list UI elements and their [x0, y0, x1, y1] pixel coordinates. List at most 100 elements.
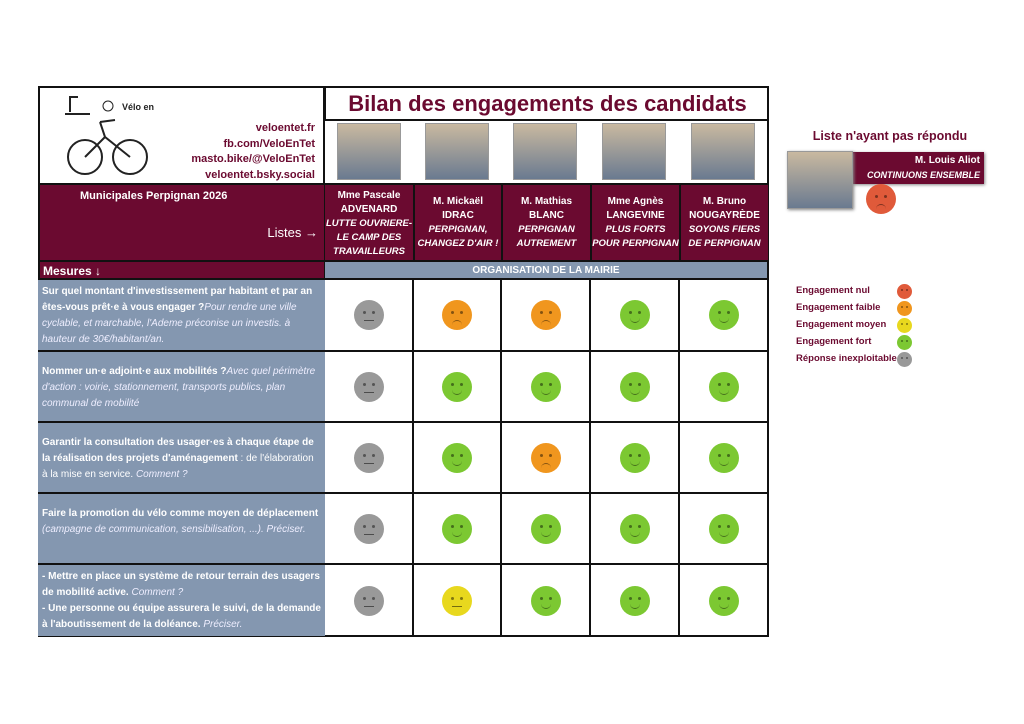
legend-inexploitable-face-icon: [897, 352, 912, 367]
col-divider: [500, 421, 502, 492]
candidate-last-name: IDRAC: [442, 210, 474, 221]
candidate-photo: [337, 123, 401, 180]
candidate-photo: [513, 123, 577, 180]
rating-faible-face-icon: [530, 300, 561, 330]
election-header: Municipales Perpignan 2026 Listes →: [40, 183, 324, 260]
section-header: ORGANISATION DE LA MAIRIE: [325, 260, 767, 278]
rating-fort-face-icon: [530, 371, 561, 402]
non-respondent-name: M. Louis Aliot: [914, 155, 980, 166]
rating-inexploitable-face-icon: [354, 513, 384, 544]
link-bluesky[interactable]: veloentet.bsky.social: [205, 168, 315, 181]
legend-moyen-face-icon: [897, 318, 912, 333]
social-links: veloentet.fr fb.com/VeloEnTet masto.bike…: [150, 121, 315, 183]
candidate-first-name: Mme Agnès: [607, 196, 664, 207]
row-divider: [325, 278, 768, 280]
measure-note: Comment ?: [131, 587, 184, 598]
candidate-last-name: ADVENARD: [340, 204, 398, 215]
row-divider: [325, 563, 768, 565]
rating-inexploitable-face-icon: [354, 585, 384, 616]
measure-question: Nommer un·e adjoint·e aux mobilités ?: [42, 366, 227, 377]
cyclist-logo-icon: Vélo en Têt: [65, 96, 170, 175]
rating-fort-face-icon: [530, 585, 561, 616]
legend-label: Engagement moyen: [796, 319, 887, 330]
candidate-list-name: PERPIGNAN AUTREMENT: [516, 224, 577, 249]
rating-fort-face-icon: [530, 513, 561, 544]
col-divider: [500, 350, 502, 421]
candidate-header: M. Mathias BLANC PERPIGNAN AUTREMENT: [501, 183, 590, 260]
rating-fort-face-icon: [708, 442, 739, 473]
measure-question: Sur quel montant d'investissement par ha…: [42, 286, 313, 313]
col-divider: [589, 278, 591, 350]
col-divider: [412, 421, 414, 492]
measure-row: Faire la promotion du vélo comme moyen d…: [38, 492, 325, 563]
col-divider: [589, 492, 591, 563]
legend-faible-face-icon: [897, 301, 912, 316]
measure-note: Avec quel périmètre d'action : voirie, s…: [42, 366, 316, 409]
mesures-label: Mesures ↓: [40, 260, 324, 278]
col-divider: [678, 278, 680, 350]
measure-row: - Mettre en place un système de retour t…: [38, 563, 325, 636]
candidate-last-name: NOUGAYRÈDE: [689, 210, 760, 221]
rating-moyen-face-icon: [442, 585, 472, 616]
legend-label: Réponse inexploitable: [796, 353, 897, 364]
svg-text:Vélo en Têt: Vélo en Têt: [122, 102, 155, 112]
legend-fort-face-icon: [897, 335, 912, 350]
measure-row: Sur quel montant d'investissement par ha…: [38, 278, 325, 350]
candidate-list-name: PLUS FORTS POUR PERPIGNAN: [592, 224, 679, 249]
rating-fort-face-icon: [708, 513, 739, 544]
rating-fort-face-icon: [619, 371, 650, 402]
measure-note: Comment ?: [135, 469, 188, 480]
row-divider: [325, 492, 768, 494]
measure-question: Garantir la consultation des usager·es à…: [42, 437, 314, 464]
rating-inexploitable-face-icon: [354, 442, 384, 473]
legend-label: Engagement fort: [796, 336, 872, 347]
col-divider: [589, 350, 591, 421]
col-divider: [678, 563, 680, 636]
measure-question: - Mettre en place un système de retour t…: [42, 571, 320, 598]
link-website[interactable]: veloentet.fr: [255, 122, 315, 134]
candidate-header: M. Bruno NOUGAYRÈDE SOYONS FIERS DE PERP…: [679, 183, 768, 260]
legend-label: Engagement nul: [796, 285, 870, 296]
col-divider: [500, 278, 502, 350]
row-divider: [325, 421, 768, 423]
col-divider: [589, 421, 591, 492]
candidate-header: Mme Agnès LANGEVINE PLUS FORTS POUR PERP…: [590, 183, 679, 260]
col-divider: [500, 492, 502, 563]
measure-row: Nommer un·e adjoint·e aux mobilités ?Ave…: [38, 350, 325, 421]
col-divider: [412, 492, 414, 563]
measure-question: Faire la promotion du vélo comme moyen d…: [42, 508, 319, 519]
candidate-last-name: LANGEVINE: [606, 210, 665, 221]
measure-note-2: Préciser.: [203, 619, 243, 630]
rating-fort-face-icon: [619, 585, 650, 616]
non-respondent-heading: Liste n'ayant pas répondu: [812, 129, 968, 143]
candidate-first-name: Mme Pascale: [337, 190, 401, 201]
page-title: Bilan des engagements des candidats: [324, 86, 769, 121]
candidate-list-name: PERPIGNAN, CHANGEZ D'AIR !: [417, 224, 499, 249]
rating-fort-face-icon: [442, 513, 472, 544]
link-facebook[interactable]: fb.com/VeloEnTet: [223, 137, 315, 150]
link-mastodon[interactable]: masto.bike/@VeloEnTet: [191, 153, 315, 165]
candidate-header: Mme Pascale ADVENARD LUTTE OUVRIERE- LE …: [325, 183, 413, 260]
col-divider: [412, 563, 414, 636]
candidate-first-name: M. Mathias: [520, 196, 573, 207]
measure-text: : de l'élaboration à la mise en service.: [42, 453, 314, 480]
rating-fort-face-icon: [708, 585, 739, 616]
measure-note: (campagne de communication, sensibilisat…: [42, 524, 306, 535]
rating-inexploitable-face-icon: [354, 371, 384, 402]
candidate-first-name: M. Mickaël: [432, 196, 484, 207]
candidate-photo: [425, 123, 489, 180]
legend-label: Engagement faible: [796, 302, 881, 313]
rating-fort-face-icon: [708, 300, 739, 330]
candidate-photo-aliot: [787, 151, 853, 209]
rating-inexploitable-face-icon: [354, 300, 384, 330]
logo: Vélo en Têt: [60, 92, 170, 180]
col-divider: [500, 563, 502, 636]
rating-faible-face-icon: [442, 300, 472, 330]
candidate-first-name: M. Bruno: [702, 196, 747, 207]
election-title: Municipales Perpignan 2026: [80, 190, 228, 202]
rating-fort-face-icon: [708, 371, 739, 402]
col-divider: [678, 421, 680, 492]
measure-question-2: - Une personne ou équipe assurera le sui…: [42, 603, 321, 630]
col-divider: [678, 350, 680, 421]
col-divider: [412, 278, 414, 350]
